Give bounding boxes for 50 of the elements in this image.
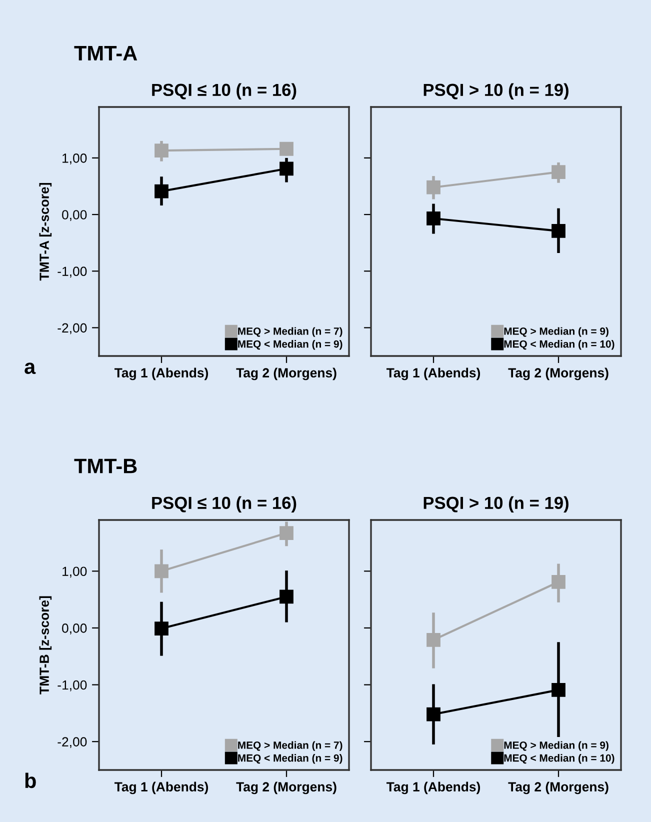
chart-title: PSQI > 10 (n = 19) (424, 83, 568, 100)
text: b (25, 772, 36, 788)
y-tick-label: 1,00 (62, 566, 87, 578)
point (426, 632, 440, 647)
x-tick-label: Tag 1 (Abends) (386, 782, 480, 794)
chart-title: PSQI ≤ 10 (n = 16) (152, 496, 296, 512)
text: a (24, 362, 36, 374)
y-tick-label: -2,00 (58, 737, 87, 748)
x-tick-label: Tag 1 (Abends) (114, 368, 208, 380)
legend-label: MEQ > Median (n = 9) (504, 327, 608, 337)
point (154, 184, 168, 198)
chart-subtitle: TMT-B (74, 458, 137, 474)
point (154, 564, 168, 578)
legend-label: MEQ < Median (n = 10) (504, 340, 614, 350)
point (280, 526, 294, 540)
point (280, 590, 294, 604)
point (552, 574, 566, 589)
legend-label: MEQ < Median (n = 9) (238, 340, 342, 350)
y-tick-label: 0,00 (62, 624, 87, 634)
point (426, 180, 440, 194)
y-tick-label: -1,00 (58, 266, 87, 278)
x-tick-label: Tag 2 (Morgens) (508, 368, 608, 380)
y-axis-title: TMT-B [z-score] (39, 596, 52, 694)
legend-label: MEQ > Median (n = 7) (238, 327, 342, 337)
y-tick-label: -2,00 (58, 323, 87, 334)
y-axis-title: TMT-A [z-score] (39, 183, 52, 281)
y-tick-label: 1,00 (62, 154, 87, 164)
x-tick-label: Tag 2 (Morgens) (236, 368, 336, 380)
point (426, 212, 440, 226)
point (280, 142, 294, 156)
legend-label: MEQ < Median (n = 10) (504, 754, 614, 764)
point (552, 165, 566, 180)
legend-label: MEQ < Median (n = 9) (238, 754, 342, 764)
chart-title: PSQI > 10 (n = 19) (424, 496, 568, 512)
y-tick-label: -1,00 (58, 680, 87, 692)
x-tick-label: Tag 2 (Morgens) (236, 782, 336, 794)
x-tick-label: Tag 1 (Abends) (386, 368, 480, 380)
y-tick-label: 0,00 (62, 210, 87, 221)
x-tick-label: Tag 2 (Morgens) (508, 782, 608, 794)
point (552, 682, 566, 697)
legend-label: MEQ > Median (n = 9) (504, 741, 608, 751)
chart-subtitle: TMT-A (74, 46, 138, 60)
point (280, 162, 294, 176)
point (154, 622, 168, 636)
point (552, 224, 566, 238)
legend-label: MEQ > Median (n = 7) (238, 741, 342, 751)
x-tick-label: Tag 1 (Abends) (114, 782, 208, 794)
point (154, 144, 168, 158)
point (426, 707, 440, 722)
chart-title: PSQI ≤ 10 (n = 16) (152, 83, 296, 100)
